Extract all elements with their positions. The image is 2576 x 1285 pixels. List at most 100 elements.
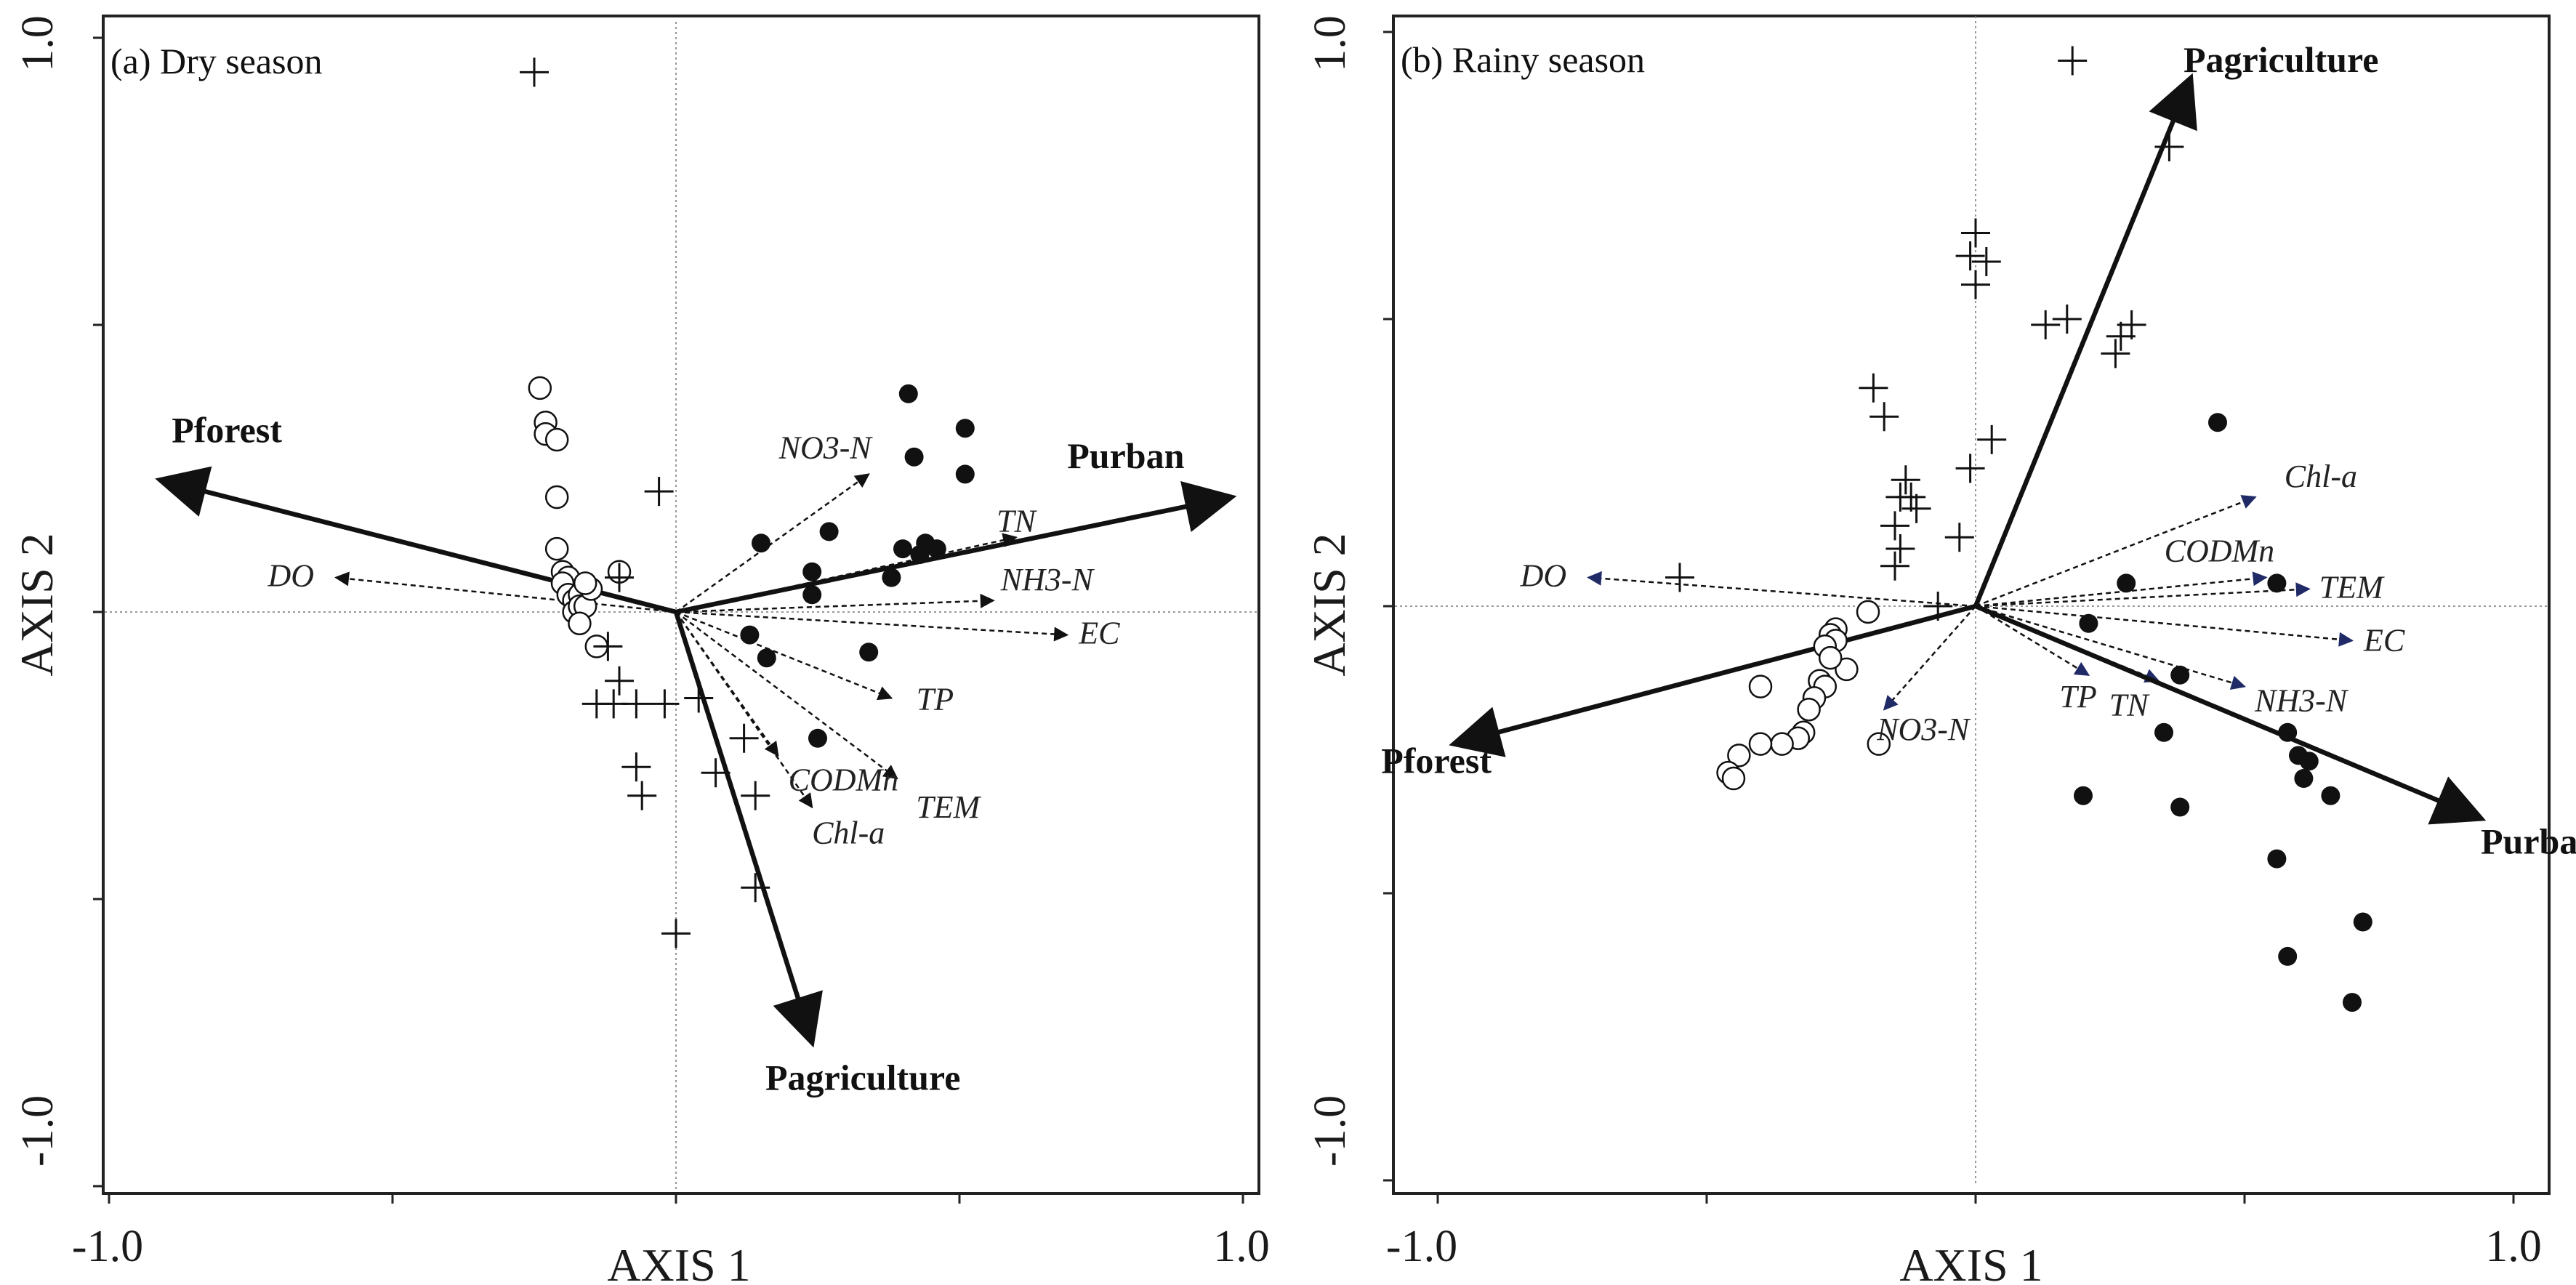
urban-site-point bbox=[757, 648, 776, 668]
forest-site-point bbox=[544, 536, 569, 561]
water-quality-vector-tp bbox=[1975, 605, 2090, 676]
agriculture-site-point bbox=[2101, 339, 2130, 368]
y-tick-label-max-rainy: 1.0 bbox=[1305, 15, 1355, 72]
water-quality-label-tem: TEM bbox=[916, 789, 981, 825]
environment-label-purban: Purban bbox=[1067, 435, 1184, 476]
urban-site-point bbox=[904, 447, 924, 467]
agriculture-site-point bbox=[520, 57, 549, 87]
urban-site-point bbox=[752, 533, 770, 553]
forest-site-point bbox=[1818, 645, 1843, 670]
y-tick-label-max-dry: 1.0 bbox=[13, 15, 63, 72]
x-tick-label-min-rainy: -1.0 bbox=[1386, 1222, 1457, 1271]
forest-site-point bbox=[1835, 657, 1859, 682]
urban-site-point bbox=[955, 464, 975, 484]
water-quality-label-ec: EC bbox=[1078, 616, 1120, 651]
urban-site-point bbox=[2343, 993, 2362, 1012]
urban-site-point bbox=[2208, 413, 2227, 432]
panel-rainy-season: Pagriculture Purban Pforest Chl-a CODMn TEM EC… bbox=[1303, 15, 2576, 1285]
agriculture-site-point bbox=[729, 723, 759, 753]
agriculture-site-point bbox=[650, 689, 680, 719]
site-points-rainy bbox=[1665, 46, 2372, 1012]
urban-site-point bbox=[955, 419, 975, 438]
water-quality-label-tn: TN bbox=[2109, 688, 2150, 723]
agriculture-site-point bbox=[661, 919, 691, 948]
y-axis-title-rainy: AXIS 2 bbox=[1303, 533, 1355, 676]
urban-site-point bbox=[2170, 665, 2190, 685]
agriculture-site-point bbox=[1961, 218, 1990, 248]
agriculture-site-point bbox=[605, 563, 634, 592]
vector-labels-dry: Purban Pforest Pagriculture NO3-N TN NH3-N EC T… bbox=[172, 409, 1184, 1097]
water-quality-label-chl-a: Chl-a bbox=[812, 815, 885, 851]
forest-site-point bbox=[1856, 600, 1880, 624]
agriculture-site-point bbox=[621, 752, 651, 782]
panel-dry-season: Purban Pforest Pagriculture NO3-N TN NH3-N EC T… bbox=[11, 15, 1270, 1285]
water-quality-label-do: DO bbox=[267, 558, 314, 594]
agriculture-site-point bbox=[2117, 310, 2146, 339]
environment-label-purban: Purban bbox=[2481, 821, 2576, 861]
x-axis-title-rainy: AXIS 1 bbox=[1899, 1239, 2042, 1285]
environment-vector-purban bbox=[1974, 604, 2487, 825]
water-quality-label-codmn: CODMn bbox=[789, 762, 899, 798]
agriculture-site-point bbox=[1859, 373, 1888, 403]
agriculture-site-point bbox=[593, 632, 623, 661]
agriculture-site-point bbox=[1971, 247, 2001, 276]
urban-site-point bbox=[2267, 573, 2287, 593]
y-tick-label-min-dry: -1.0 bbox=[13, 1095, 63, 1167]
forest-site-point bbox=[1867, 732, 1891, 756]
agriculture-site-point bbox=[1961, 270, 1990, 299]
agriculture-site-point bbox=[1869, 402, 1899, 432]
water-quality-label-tp: TP bbox=[917, 682, 954, 717]
water-quality-vector-no3-n bbox=[675, 473, 870, 613]
urban-site-point bbox=[2294, 769, 2314, 788]
environment-vector-purban bbox=[675, 481, 1237, 615]
water-quality-label-nh3-n: NH3-N bbox=[2254, 683, 2349, 719]
forest-site-point bbox=[544, 485, 569, 509]
water-quality-vector-do bbox=[334, 571, 677, 613]
agriculture-site-point bbox=[2052, 305, 2082, 334]
urban-site-point bbox=[2074, 786, 2093, 805]
water-quality-vector-no3-n bbox=[1883, 605, 1976, 711]
urban-site-point bbox=[2154, 722, 2173, 742]
agriculture-site-point bbox=[605, 666, 634, 696]
water-quality-label-no3-n: NO3-N bbox=[778, 430, 874, 465]
vectors-dry bbox=[155, 466, 1237, 1048]
y-tick-label-min-rainy: -1.0 bbox=[1305, 1095, 1355, 1167]
agriculture-site-point bbox=[1977, 424, 2007, 454]
urban-site-point bbox=[893, 539, 912, 559]
water-quality-vector-tn bbox=[675, 533, 1018, 613]
urban-site-point bbox=[740, 625, 760, 645]
urban-site-point bbox=[882, 568, 901, 587]
x-axis-title-dry: AXIS 1 bbox=[607, 1239, 750, 1285]
urban-site-point bbox=[2170, 797, 2190, 817]
urban-site-point bbox=[927, 539, 946, 559]
agriculture-site-point bbox=[1955, 241, 1985, 271]
water-quality-vector-tp bbox=[675, 611, 893, 701]
urban-site-point bbox=[898, 384, 918, 403]
water-quality-vector-nh3-n bbox=[675, 593, 995, 613]
environment-vector-pagriculture bbox=[1973, 73, 2197, 608]
forest-site-point bbox=[1727, 744, 1751, 768]
agriculture-site-point bbox=[2154, 132, 2184, 161]
water-quality-vector-nh3-n bbox=[1975, 605, 2246, 690]
forest-site-point bbox=[1797, 697, 1821, 722]
water-quality-label-no3-n: NO3-N bbox=[1876, 712, 1971, 747]
agriculture-site-point bbox=[2031, 310, 2061, 339]
plot-frame-rainy bbox=[1392, 15, 2551, 1195]
agriculture-site-point bbox=[741, 873, 770, 903]
agriculture-site-point bbox=[1880, 511, 1909, 541]
plot-frame-dry bbox=[102, 15, 1260, 1195]
panel-title-rainy: (b) Rainy season bbox=[1401, 39, 1645, 80]
urban-site-point bbox=[2117, 573, 2136, 593]
water-quality-label-tp: TP bbox=[2059, 679, 2096, 714]
x-tick-label-max-rainy: 1.0 bbox=[2485, 1222, 2542, 1271]
forest-site-point bbox=[1721, 766, 1746, 791]
x-tick-label-min-dry: -1.0 bbox=[72, 1222, 143, 1271]
environment-label-pforest: Pforest bbox=[172, 409, 282, 450]
agriculture-site-point bbox=[1880, 551, 1909, 581]
environment-label-pagriculture: Pagriculture bbox=[2183, 39, 2378, 80]
urban-site-point bbox=[819, 522, 839, 541]
agriculture-site-point bbox=[1665, 563, 1694, 592]
urban-site-point bbox=[802, 585, 822, 605]
water-quality-vector-chl-a bbox=[675, 611, 813, 809]
